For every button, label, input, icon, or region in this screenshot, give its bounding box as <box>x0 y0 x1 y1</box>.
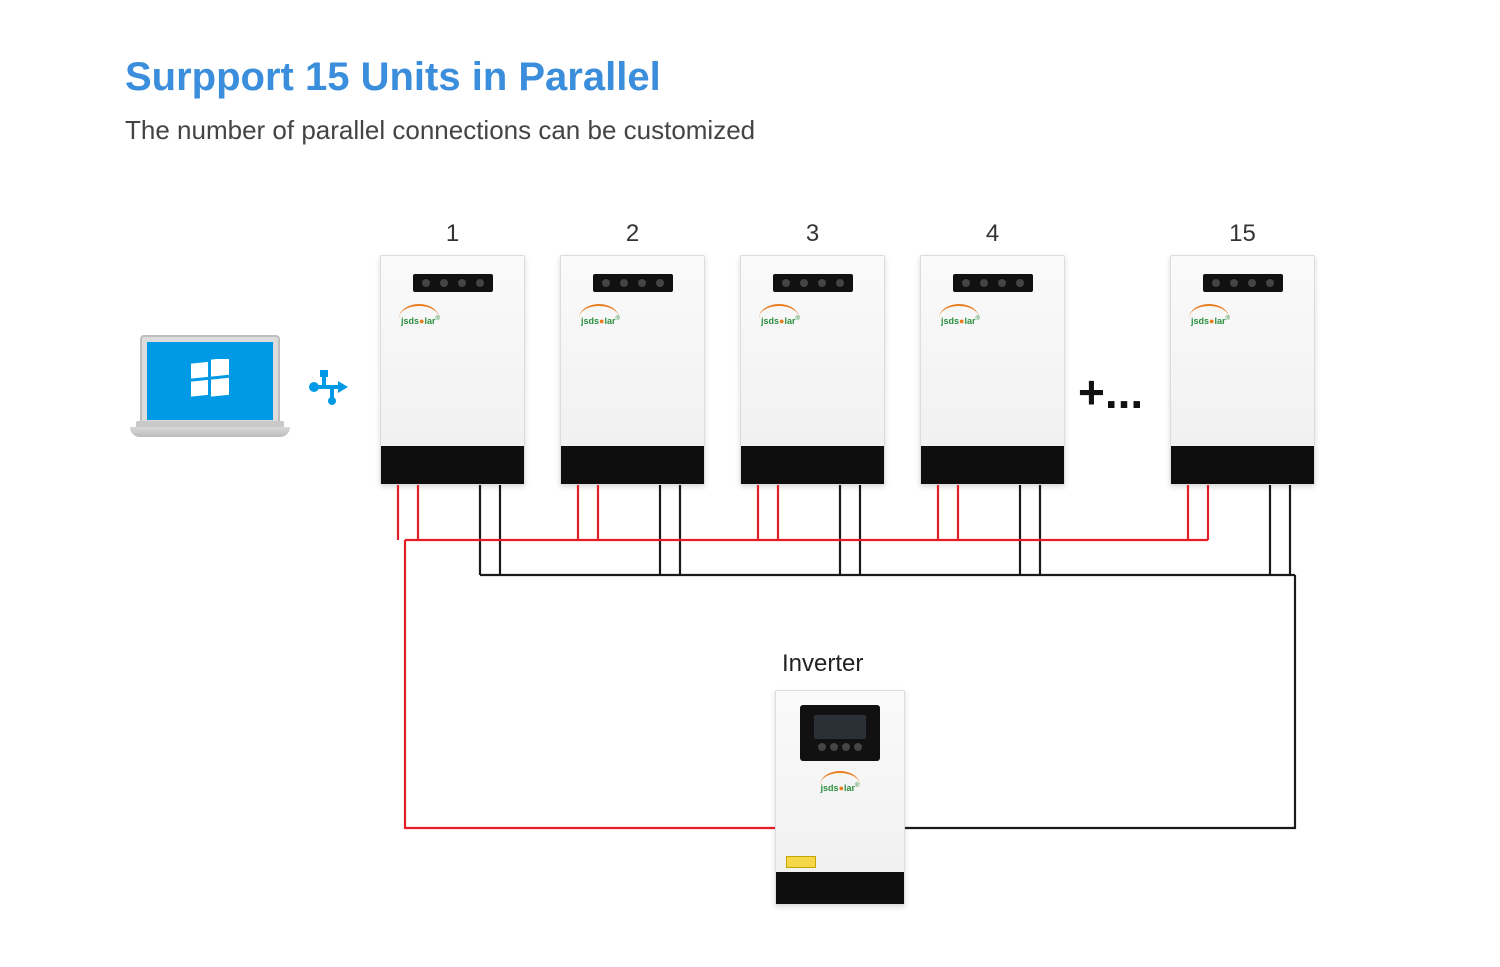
brand-registered: ® <box>855 783 859 789</box>
page-title: Surpport 15 Units in Parallel <box>125 55 661 100</box>
laptop-screen <box>140 335 280 427</box>
inverter-panel <box>800 705 880 761</box>
unit-label: 15 <box>1170 220 1315 248</box>
unit-brand: jsds●lar® <box>1191 316 1230 326</box>
unit-base <box>1171 446 1314 484</box>
unit-display <box>953 274 1033 292</box>
windows-icon <box>188 359 232 403</box>
inverter-unit: jsds●lar® <box>775 690 905 905</box>
unit-display <box>1203 274 1283 292</box>
unit-base <box>741 446 884 484</box>
inverter-base <box>776 872 904 904</box>
unit-label: 4 <box>920 220 1065 248</box>
inverter-warning-sticker <box>786 856 816 868</box>
battery-unit: jsds●lar® <box>560 255 705 485</box>
laptop <box>140 335 290 437</box>
unit-label: 1 <box>380 220 525 248</box>
unit-base <box>561 446 704 484</box>
unit-label: 3 <box>740 220 885 248</box>
battery-unit: jsds●lar® <box>740 255 885 485</box>
unit-display <box>593 274 673 292</box>
brand-part1: jsds <box>821 783 839 793</box>
laptop-keyboard <box>130 427 290 437</box>
inverter-buttons <box>818 743 862 751</box>
unit-brand: jsds●lar® <box>401 316 440 326</box>
unit-brand: jsds●lar® <box>761 316 800 326</box>
unit-brand: jsds●lar® <box>941 316 980 326</box>
ellipsis: +... <box>1078 365 1143 419</box>
brand-part2: lar <box>844 783 855 793</box>
unit-base <box>381 446 524 484</box>
inverter-brand: jsds●lar® <box>821 783 860 793</box>
battery-unit: jsds●lar® <box>380 255 525 485</box>
unit-brand: jsds●lar® <box>581 316 620 326</box>
page-subtitle: The number of parallel connections can b… <box>125 115 755 146</box>
laptop-screen-inner <box>147 342 273 420</box>
unit-display <box>413 274 493 292</box>
battery-unit: jsds●lar® <box>920 255 1065 485</box>
unit-label: 2 <box>560 220 705 248</box>
unit-base <box>921 446 1064 484</box>
unit-display <box>773 274 853 292</box>
inverter-label: Inverter <box>782 650 863 678</box>
usb-icon <box>308 368 348 415</box>
inverter-lcd <box>814 715 866 739</box>
battery-unit: jsds●lar® <box>1170 255 1315 485</box>
